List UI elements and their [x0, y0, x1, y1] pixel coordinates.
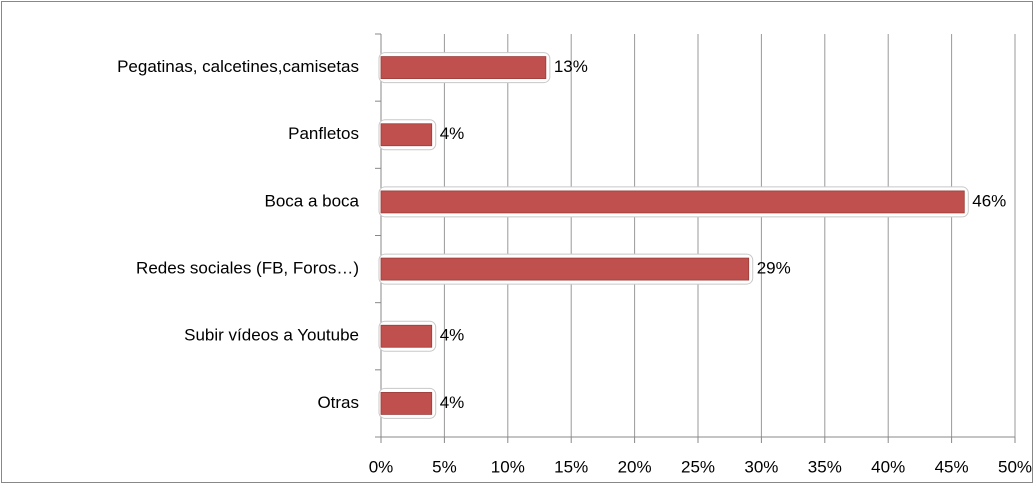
x-tick-label: 10%	[491, 457, 525, 476]
value-label: 13%	[554, 57, 588, 76]
y-tick-label: Pegatinas, calcetines,camisetas	[117, 57, 359, 76]
bar	[380, 56, 547, 79]
bar	[380, 123, 433, 147]
x-tick-label: 50%	[998, 457, 1032, 476]
x-tick-label: 45%	[935, 457, 969, 476]
y-tick-label: Redes sociales (FB, Foros…)	[136, 259, 359, 278]
y-tick-label: Panfletos	[288, 124, 359, 143]
value-label: 4%	[440, 124, 465, 143]
x-tick-label: 20%	[618, 457, 652, 476]
x-tick-label: 5%	[432, 457, 457, 476]
value-label: 4%	[440, 393, 465, 412]
x-tick-label: 15%	[554, 457, 588, 476]
x-tick-label: 40%	[871, 457, 905, 476]
x-tick-label: 25%	[681, 457, 715, 476]
value-label: 46%	[972, 191, 1006, 210]
y-tick-label: Boca a boca	[264, 191, 359, 210]
x-tick-label: 30%	[744, 457, 778, 476]
value-label: 4%	[440, 326, 465, 345]
x-tick-label: 0%	[369, 457, 394, 476]
y-tick-label: Otras	[317, 393, 359, 412]
y-tick-label: Subir vídeos a Youtube	[184, 326, 359, 345]
bar	[380, 190, 965, 214]
bar	[380, 392, 433, 415]
bar	[380, 257, 750, 281]
value-label: 29%	[757, 259, 791, 278]
x-tick-label: 35%	[808, 457, 842, 476]
bar	[380, 324, 433, 348]
